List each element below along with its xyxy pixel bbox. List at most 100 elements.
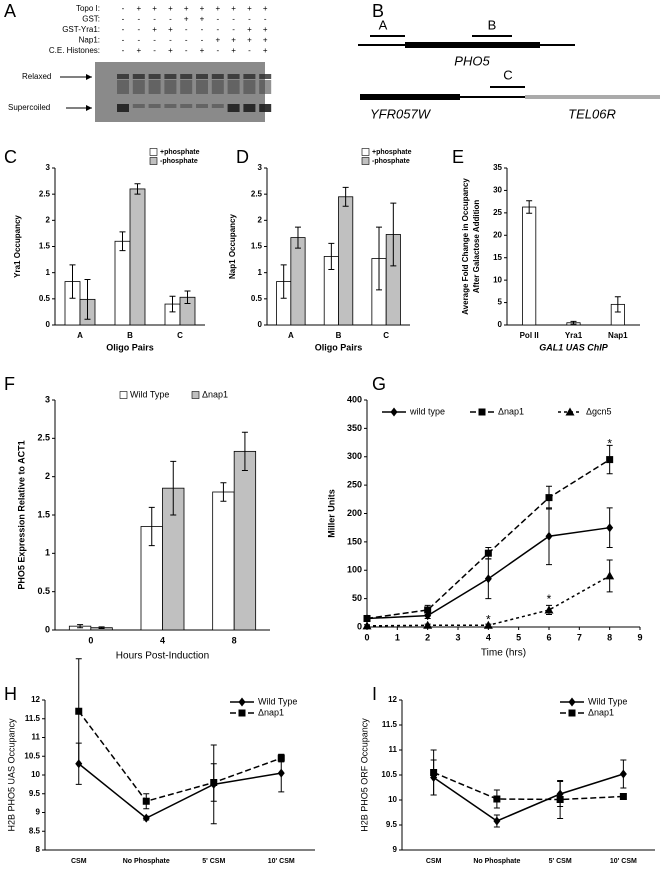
- sign: -: [122, 25, 125, 34]
- band: [259, 74, 272, 79]
- y-tick-label: 1: [45, 548, 50, 558]
- legend-swatch: [361, 148, 370, 156]
- y-tick-label: 0: [498, 320, 503, 329]
- y-tick-label: 0: [258, 320, 263, 329]
- x-tick-label: 8: [607, 632, 612, 642]
- x-tick-label: 10' CSM: [268, 858, 295, 865]
- y-tick-label: 11: [32, 733, 41, 742]
- smear: [196, 80, 208, 94]
- sign: -: [185, 25, 188, 34]
- band: [259, 104, 272, 112]
- smear: [132, 80, 145, 94]
- y-tick-label: 35: [493, 163, 502, 172]
- y-tick-label: 10.5: [381, 770, 397, 779]
- sign: -: [185, 36, 188, 45]
- region-label: A: [379, 17, 388, 32]
- arrow-head: [86, 74, 92, 80]
- panel-letter: F: [4, 374, 15, 394]
- sign: +: [231, 36, 236, 45]
- legend-label: +phosphate: [372, 149, 412, 156]
- sign: -: [122, 15, 125, 24]
- y-tick-label: 2: [258, 215, 263, 224]
- x-tick-label: 1: [395, 632, 400, 642]
- y-tick-label: 12: [388, 695, 397, 704]
- marker: [362, 621, 372, 630]
- sign: +: [152, 4, 157, 13]
- x-tick-label: A: [288, 331, 294, 340]
- sign: +: [168, 25, 173, 34]
- x-axis-title: Oligo Pairs: [315, 342, 363, 352]
- x-tick-label: 4: [160, 635, 165, 645]
- marker: [390, 407, 398, 417]
- bar: [290, 237, 306, 326]
- sign: +: [200, 4, 205, 13]
- y-tick-label: 20: [493, 230, 502, 239]
- error-bar: [84, 278, 91, 320]
- x-tick-label: 6: [546, 632, 551, 642]
- y-tick-label: 9.5: [386, 820, 398, 829]
- marker: [424, 606, 432, 614]
- sign: +: [247, 4, 252, 13]
- band: [227, 104, 240, 112]
- error-bar: [376, 226, 383, 291]
- y-axis-title: After Galactose Addition: [472, 200, 481, 294]
- telomere: [525, 95, 660, 99]
- smear: [164, 80, 177, 94]
- legend-label: -phosphate: [372, 158, 410, 165]
- bar: [338, 196, 354, 326]
- band: [211, 74, 224, 79]
- x-tick-label: 5' CSM: [202, 858, 225, 865]
- band: [164, 104, 177, 108]
- legend-label: wild type: [409, 406, 445, 416]
- sign: -: [216, 15, 219, 24]
- x-tick-label: 7: [577, 632, 582, 642]
- y-tick-label: 15: [493, 253, 502, 262]
- sign: +: [184, 4, 189, 13]
- x-axis-title: Oligo Pairs: [106, 342, 154, 352]
- band: [243, 104, 256, 112]
- marker: [619, 793, 627, 800]
- y-axis-title: H2B PHO5 UAS Occupancy: [6, 718, 16, 832]
- marker: [142, 797, 150, 805]
- sign: +: [231, 4, 236, 13]
- smear: [211, 80, 224, 94]
- y-tick-label: 2.5: [39, 189, 51, 198]
- marker: [606, 456, 614, 464]
- annotation: *: [607, 436, 612, 450]
- x-tick-label: 4: [486, 632, 491, 642]
- marker: [556, 796, 564, 803]
- sign: +: [168, 4, 173, 13]
- panel-letter: I: [372, 684, 377, 704]
- x-axis-title: Hours Post-Induction: [116, 651, 209, 662]
- y-tick-label: 200: [347, 508, 362, 518]
- band: [148, 104, 161, 108]
- gene-label: PHO5: [454, 53, 490, 68]
- y-tick-label: 350: [347, 423, 362, 433]
- x-tick-label: C: [177, 331, 183, 340]
- legend-label: Δgcn5: [586, 406, 612, 416]
- error-bar: [342, 186, 349, 207]
- panel-letter: D: [236, 147, 249, 167]
- marker: [545, 494, 553, 502]
- y-axis-title: Miller Units: [326, 489, 336, 538]
- y-tick-label: 0: [46, 320, 51, 329]
- y-tick-label: 250: [347, 480, 362, 490]
- sign: -: [216, 46, 219, 55]
- sign: +: [168, 46, 173, 55]
- x-tick-label: A: [77, 331, 83, 340]
- row-label: Topo I:: [76, 4, 100, 13]
- error-bar: [98, 626, 105, 629]
- y-tick-label: 10: [493, 275, 502, 284]
- error-bar: [294, 226, 301, 249]
- row-label: GST-Yra1:: [62, 25, 100, 34]
- marker: [277, 768, 285, 778]
- y-tick-label: 3: [258, 163, 263, 172]
- sign: -: [122, 4, 125, 13]
- y-tick-label: 8.5: [29, 826, 41, 835]
- region-label: B: [488, 17, 497, 32]
- legend-label: -phosphate: [160, 158, 198, 165]
- y-tick-label: 9: [36, 808, 41, 817]
- annotation: *: [547, 592, 552, 606]
- band: [227, 74, 240, 79]
